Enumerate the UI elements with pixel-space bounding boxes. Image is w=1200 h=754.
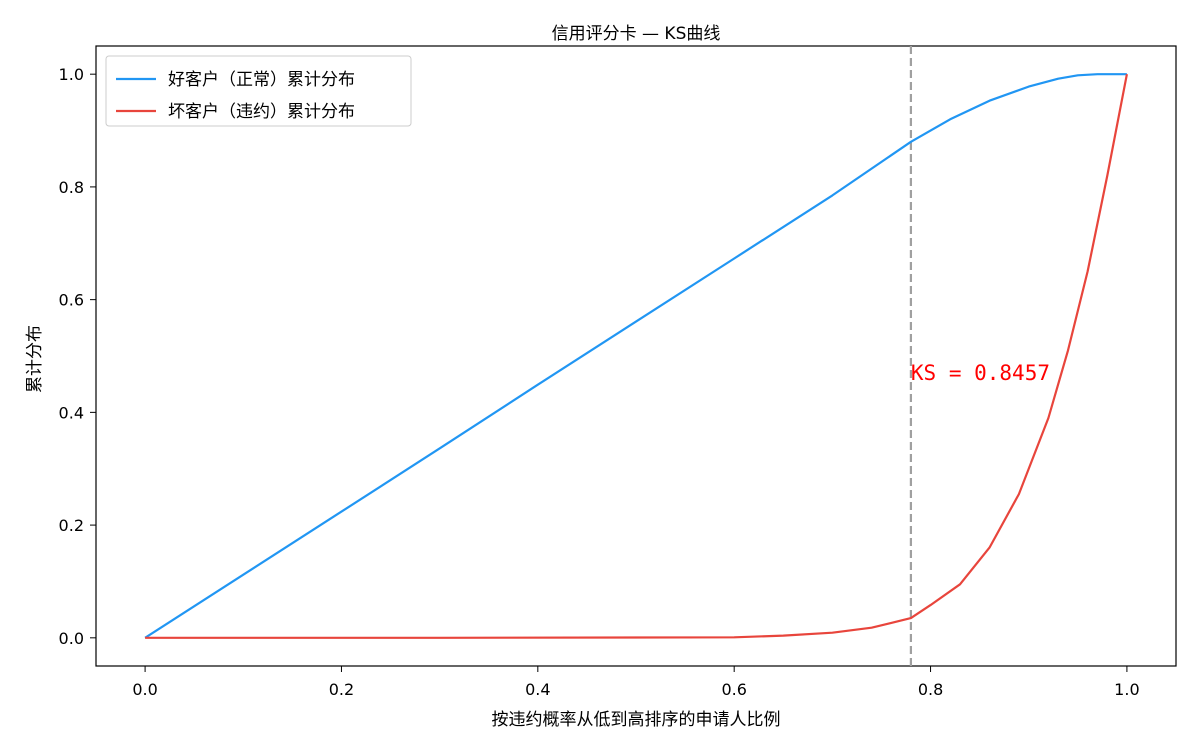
legend-label: 好客户（正常）累计分布 bbox=[168, 70, 355, 90]
chart-title: 信用评分卡 — KS曲线 bbox=[552, 24, 721, 44]
ks-annotation: KS = 0.8457 bbox=[911, 361, 1050, 385]
y-tick-label: 0.2 bbox=[59, 516, 84, 535]
y-tick-label: 0.8 bbox=[59, 178, 84, 197]
series-line-good bbox=[144, 73, 1127, 639]
plot-frame bbox=[95, 45, 1177, 667]
y-axis-title: 累计分布 bbox=[25, 325, 45, 393]
series-line-bad bbox=[145, 73, 1128, 639]
y-tick-label: 1.0 bbox=[59, 65, 84, 84]
x-tick-label: 0.6 bbox=[721, 680, 746, 699]
plot-area: 0.0 0.2 0.4 0.6 0.8 1.0 0.0 0.2 0.4 0.6 0.8 1.0 KS =… bbox=[59, 45, 1177, 699]
x-tick-label: 0.8 bbox=[918, 680, 943, 699]
y-tick-label: 0.0 bbox=[59, 629, 84, 648]
legend-box bbox=[105, 55, 412, 127]
y-tick-label: 0.4 bbox=[59, 403, 84, 422]
x-tick-label: 1.0 bbox=[1114, 680, 1139, 699]
x-tick-label: 0.4 bbox=[525, 680, 550, 699]
x-axis-title: 按违约概率从低到高排序的申请人比例 bbox=[492, 710, 781, 730]
legend-label: 坏客户（违约）累计分布 bbox=[168, 102, 355, 122]
x-tick-label: 0.0 bbox=[132, 680, 157, 699]
x-tick-label: 0.2 bbox=[329, 680, 354, 699]
y-tick-label: 0.6 bbox=[59, 291, 84, 310]
